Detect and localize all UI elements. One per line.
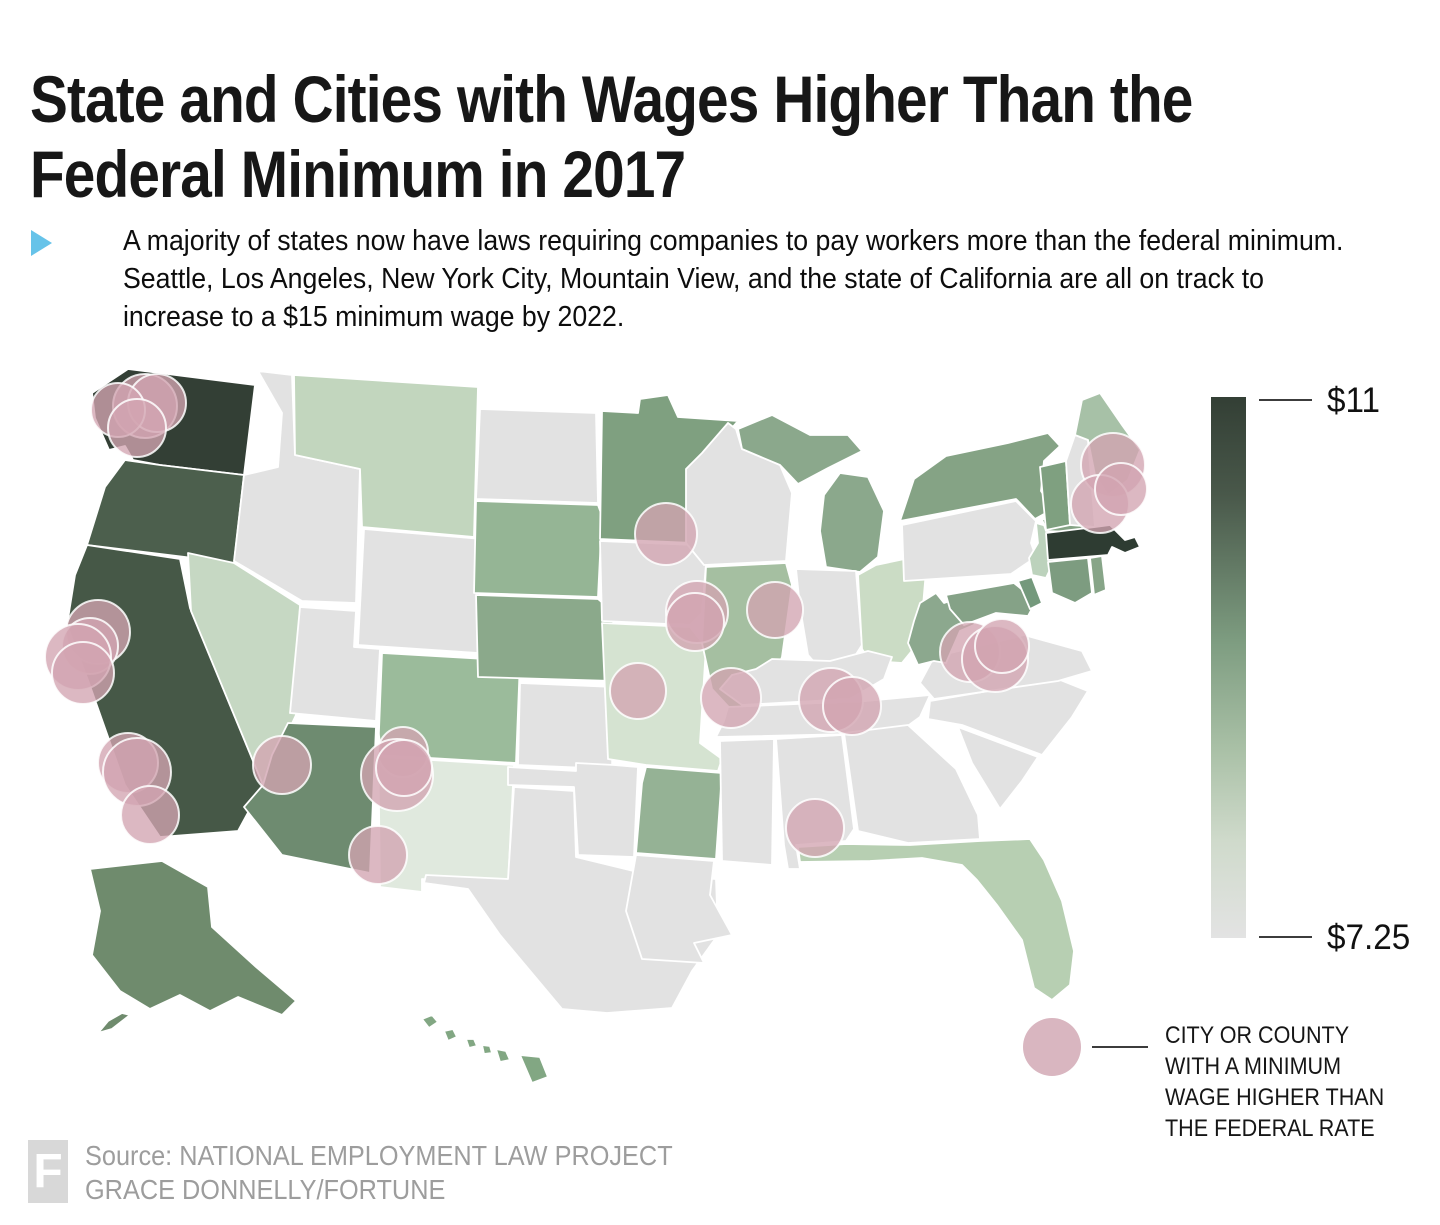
state-wy — [357, 528, 483, 654]
city-marker — [107, 398, 167, 458]
city-marker — [609, 662, 667, 720]
bullet-triangle-icon — [31, 230, 52, 256]
source-line2: GRACE DONNELLY/FORTUNE — [85, 1174, 446, 1205]
city-marker — [665, 592, 725, 652]
legend-tick-max — [1259, 399, 1312, 401]
subtitle-text: A majority of states now have laws requi… — [123, 225, 1344, 333]
state-nv — [187, 552, 301, 786]
state-ri — [1089, 555, 1107, 596]
state-ar — [635, 766, 723, 860]
city-marker — [51, 641, 115, 705]
state-de — [1017, 576, 1043, 610]
state-md — [945, 582, 1037, 626]
city-marker — [974, 618, 1030, 674]
legend-city-circle-swatch — [1023, 1018, 1081, 1076]
state-or — [86, 459, 245, 564]
state-ct — [1047, 557, 1093, 604]
state-nd — [475, 408, 599, 504]
state-sd — [473, 500, 603, 598]
state-ks — [517, 682, 615, 770]
city-marker — [822, 676, 882, 736]
city-marker — [785, 798, 845, 858]
state-ok — [507, 762, 639, 858]
city-marker — [634, 502, 698, 566]
state-ak — [89, 860, 297, 1034]
state-la — [625, 854, 733, 964]
state-ne — [475, 594, 617, 682]
source-line1: Source: NATIONAL EMPLOYMENT LAW PROJECT — [85, 1140, 673, 1171]
state-vt — [1039, 460, 1071, 531]
legend-max-label: $11 — [1327, 381, 1381, 420]
city-marker — [700, 667, 762, 729]
state-ut — [289, 606, 381, 722]
legend-min-label: $7.25 — [1327, 918, 1411, 957]
city-marker — [746, 581, 804, 639]
source-text: Source: NATIONAL EMPLOYMENT LAW PROJECT … — [85, 1139, 784, 1207]
city-marker — [375, 739, 433, 797]
legend-tick-min — [1259, 936, 1312, 938]
state-sc — [957, 726, 1039, 810]
state-mi — [737, 414, 885, 573]
state-hi — [421, 1014, 549, 1084]
state-ga — [843, 724, 981, 844]
state-ms — [719, 738, 775, 866]
city-marker — [348, 825, 408, 885]
fortune-logo: F — [28, 1140, 68, 1203]
state-nc — [927, 678, 1089, 756]
city-marker — [1094, 462, 1148, 516]
legend-city-circle-line — [1092, 1046, 1148, 1048]
city-marker — [252, 735, 312, 795]
page-title: State and Cities with Wages Higher Than … — [30, 62, 1193, 211]
city-marker — [120, 785, 180, 845]
us-map — [44, 368, 1148, 1084]
legend-gradient-bar — [1211, 397, 1246, 938]
state-fl — [797, 838, 1075, 1001]
state-mt — [293, 374, 479, 538]
legend-city-circle-label: CITY OR COUNTY WITH A MINIMUM WAGE HIGHE… — [1165, 1022, 1385, 1142]
